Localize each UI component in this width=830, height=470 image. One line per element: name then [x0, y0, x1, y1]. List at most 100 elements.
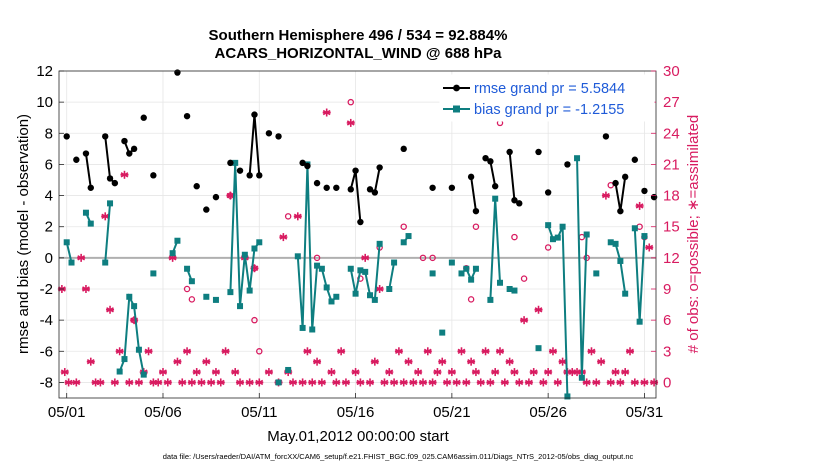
- rmse-point: [376, 164, 383, 171]
- bias-point: [150, 270, 157, 277]
- obs-assimilated-point: [500, 378, 509, 387]
- rmse-point: [82, 150, 90, 157]
- obs-assimilated-point: [553, 378, 562, 387]
- obs-assimilated-point: [158, 368, 167, 377]
- bias-point: [535, 345, 542, 352]
- obs-possible-point: [511, 233, 518, 241]
- rmse-point: [448, 184, 456, 191]
- obs-assimilated-point: [72, 378, 81, 387]
- obs-assimilated-point: [303, 347, 312, 356]
- obs-assimilated-point: [125, 378, 134, 387]
- y-tick-label: 12: [36, 63, 53, 80]
- obs-assimilated-point: [558, 357, 567, 366]
- plot-frame: [58, 70, 657, 399]
- y2-tick-label: 0: [663, 374, 671, 391]
- y-tick-label: 2: [45, 219, 53, 236]
- bias-point: [246, 287, 253, 294]
- obs-assimilated-point: [356, 378, 365, 387]
- rmse-point: [429, 184, 436, 191]
- obs-assimilated-point: [418, 378, 427, 387]
- bias-point: [169, 250, 176, 257]
- rmse-point: [400, 145, 407, 153]
- obs-assimilated-point: [346, 118, 355, 127]
- obs-assimilated-point: [452, 378, 461, 387]
- rmse-point: [352, 167, 359, 174]
- x-tick-label: 05/21: [433, 404, 471, 421]
- bias-point: [314, 262, 321, 269]
- rmse-point: [366, 186, 374, 193]
- obs-possible-point: [251, 316, 258, 324]
- rmse-point: [236, 167, 244, 174]
- obs-assimilated-point: [163, 378, 172, 387]
- obs-assimilated-point: [476, 378, 485, 387]
- bias-point: [468, 276, 475, 283]
- y2-tick-label: 27: [663, 94, 680, 111]
- bias-point: [564, 393, 571, 400]
- bias-point: [622, 290, 629, 297]
- rmse-point: [516, 200, 523, 207]
- obs-assimilated-point: [60, 368, 69, 377]
- y-tick-label: -4: [40, 312, 53, 329]
- y2-tick-label: 21: [663, 156, 680, 173]
- bias-point: [497, 279, 504, 286]
- x-tick-label: 05/26: [529, 404, 567, 421]
- bias-point: [309, 326, 316, 333]
- bias-point: [184, 265, 191, 272]
- rmse-point: [63, 133, 70, 140]
- obs-assimilated-point: [548, 347, 557, 356]
- bias-point: [328, 298, 335, 305]
- y2-tick-label: 9: [663, 281, 671, 298]
- rmse-point: [212, 193, 220, 201]
- bias-point: [227, 289, 234, 296]
- y-axis-label: rmse and bias (model - observation): [15, 114, 32, 354]
- bias-point: [275, 379, 282, 386]
- bias-point: [63, 239, 70, 246]
- bias-point: [323, 284, 330, 291]
- rmse-point: [333, 184, 340, 191]
- x-axis-label: May.01,2012 00:00:00 start: [267, 428, 449, 445]
- obs-assimilated-point: [236, 378, 245, 387]
- rmse-point: [102, 133, 109, 140]
- obs-assimilated-point: [86, 357, 95, 366]
- obs-assimilated-point: [106, 305, 115, 314]
- rmse-point: [265, 130, 273, 137]
- bias-point: [68, 259, 75, 266]
- obs-assimilated-point: [264, 368, 273, 377]
- obs-assimilated-point: [496, 347, 505, 356]
- y2-tick-label: 24: [663, 125, 680, 142]
- rmse-point: [256, 172, 263, 179]
- rmse-line-segment: [84, 153, 92, 188]
- obs-assimilated-point: [375, 285, 384, 293]
- obs-possible-point: [544, 244, 552, 251]
- bias-point: [352, 290, 359, 297]
- obs-possible-point: [467, 296, 475, 303]
- bias-point: [285, 366, 292, 373]
- obs-assimilated-point: [582, 378, 591, 387]
- bias-point: [203, 293, 210, 300]
- obs-assimilated-point: [144, 347, 153, 356]
- obs-assimilated-point: [64, 378, 73, 387]
- rmse-point: [73, 156, 80, 163]
- rmse-point: [313, 179, 321, 187]
- bias-point: [367, 292, 374, 299]
- y2-axis-label: # of obs: o=possible; ∗=assimilated: [685, 115, 702, 354]
- obs-assimilated-point: [313, 357, 322, 366]
- obs-assimilated-point: [491, 368, 500, 377]
- chart-subtitle: ACARS_HORIZONTAL_WIND @ 688 hPa: [215, 45, 503, 62]
- obs-assimilated-point: [443, 378, 452, 387]
- rmse-point: [174, 69, 181, 76]
- y-tick-label: -8: [40, 374, 53, 391]
- y2-tick-label: 18: [663, 188, 680, 205]
- rmse-point: [140, 114, 147, 121]
- obs-assimilated-point: [96, 378, 105, 387]
- obs-possible-point: [400, 223, 407, 230]
- bias-point: [140, 371, 147, 378]
- rmse-point: [87, 184, 94, 191]
- obs-assimilated-point: [134, 378, 143, 387]
- bias-point: [463, 265, 470, 272]
- obs-assimilated-point: [221, 347, 230, 356]
- x-tick-label: 05/01: [48, 404, 86, 421]
- obs-assimilated-point: [630, 378, 639, 387]
- obs-assimilated-point: [544, 368, 553, 377]
- rmse-point: [621, 173, 629, 181]
